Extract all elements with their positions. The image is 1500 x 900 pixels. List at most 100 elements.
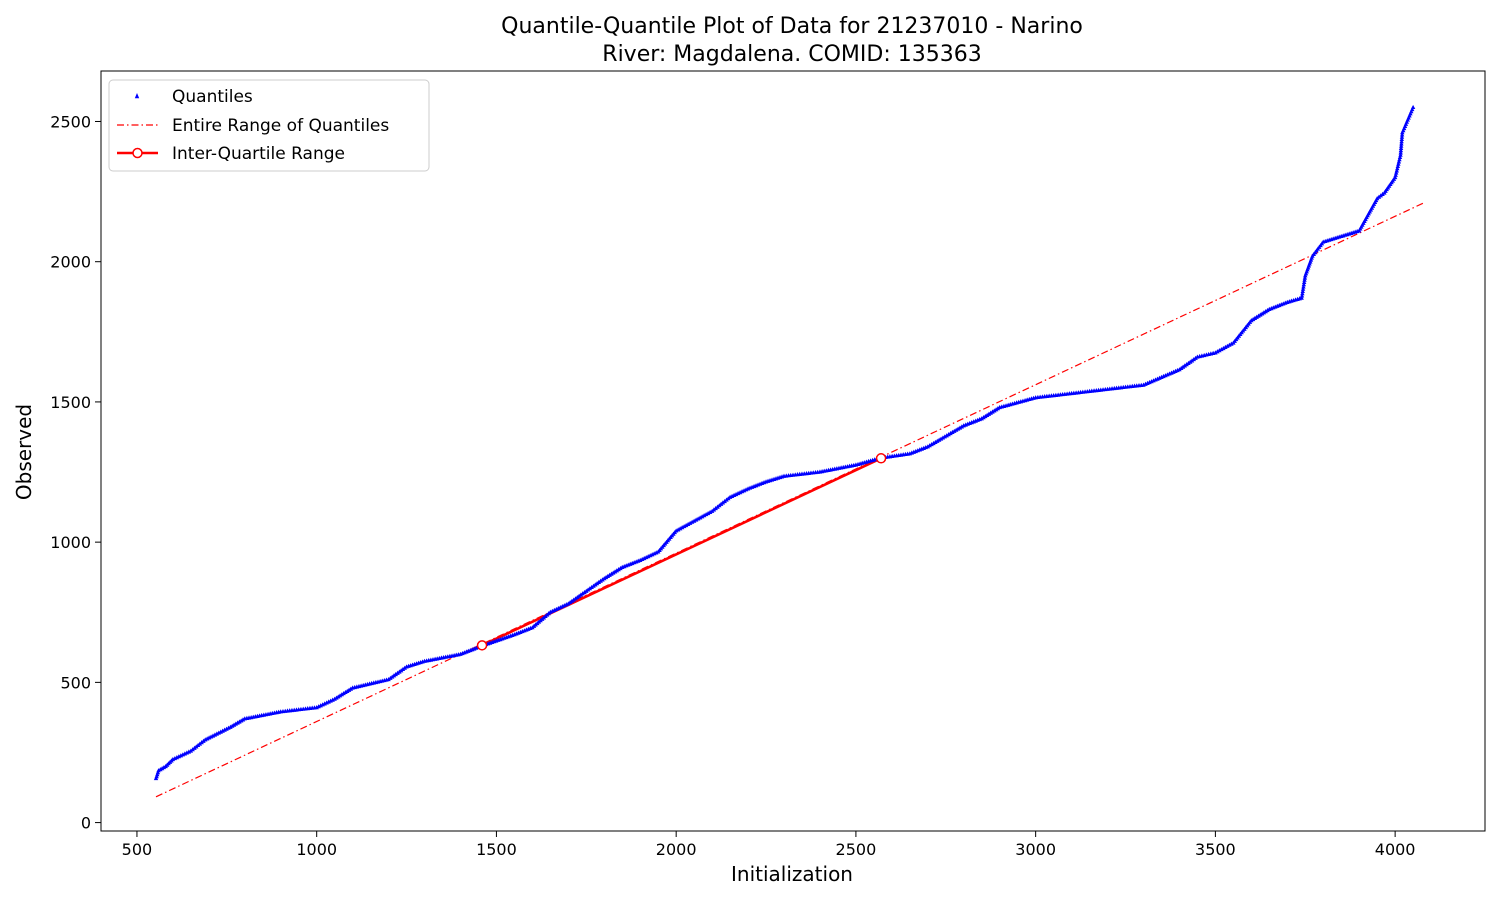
legend-iqr-label: Inter-Quartile Range: [172, 144, 345, 164]
quantile-point: [343, 689, 348, 695]
quantile-point: [946, 432, 951, 437]
quantile-point: [1252, 315, 1258, 320]
quantile-point: [609, 571, 614, 576]
quantile-point: [339, 692, 345, 697]
quantile-point: [618, 565, 623, 571]
x-axis-label: Initialization: [731, 862, 853, 886]
legend-quantiles-label: Quantiles: [172, 87, 253, 107]
quantile-point: [598, 578, 603, 583]
axis-ticks: 500 1000 1500 2000 2500 3000 3500 4000 0 500 1000 1…: [50, 112, 1415, 859]
legend-quantiles-marker: [134, 93, 140, 99]
quantile-point: [959, 424, 965, 429]
quantile-point: [1301, 284, 1306, 289]
quantile-point: [1396, 159, 1402, 164]
quantile-point: [679, 525, 685, 530]
quantile-point: [337, 693, 343, 698]
quantile-point: [395, 670, 400, 675]
quantile-point: [693, 517, 699, 522]
quantile-point: [1398, 152, 1403, 157]
quantile-point: [1405, 117, 1410, 122]
quantile-point: [1177, 367, 1182, 372]
quantile-point: [585, 587, 591, 592]
quantile-point: [345, 688, 350, 693]
quantile-point: [603, 574, 609, 580]
quantile-point: [389, 674, 395, 679]
quantile-point: [701, 513, 707, 518]
plot-frame: [100, 70, 1486, 832]
quantile-point: [950, 429, 955, 434]
quantile-point: [332, 696, 337, 701]
quantile-point: [1189, 358, 1195, 363]
quantile-point: [1393, 172, 1398, 177]
x-tick-label: 2500: [836, 840, 877, 859]
quantile-point: [569, 598, 575, 603]
quantile-point: [578, 592, 584, 597]
quantile-point: [691, 518, 697, 523]
chart-title-line-1: Quantile-Quantile Plot of Data for 21237…: [501, 14, 1083, 39]
quantile-point: [1398, 148, 1404, 153]
quantile-point: [1249, 317, 1254, 323]
quantile-point: [1302, 275, 1308, 280]
quantile-point: [1221, 345, 1226, 351]
quantile-point: [594, 581, 600, 586]
quantile-point: [334, 695, 339, 700]
quantile-point: [986, 411, 992, 416]
quantile-point: [1399, 141, 1404, 146]
y-axis-label: Observed: [12, 404, 36, 500]
quantile-point: [1223, 344, 1228, 349]
quantile-point: [697, 515, 703, 520]
quantile-point: [705, 510, 711, 516]
quantile-point: [612, 569, 618, 574]
quantile-point: [981, 415, 986, 420]
quantile-point: [388, 675, 393, 680]
quantile-point: [1193, 355, 1198, 360]
y-tick-label: 500: [60, 673, 91, 692]
quantile-point: [602, 576, 607, 581]
quantile-point: [948, 430, 953, 436]
quantile-point: [957, 425, 963, 430]
quantile-point: [348, 686, 354, 691]
x-tick-label: 4000: [1375, 840, 1416, 859]
quantile-point: [1265, 307, 1270, 313]
quantile-point: [1301, 279, 1307, 285]
quantile-point: [1225, 343, 1230, 348]
quantile-point: [1229, 341, 1234, 346]
quantile-point: [938, 436, 944, 441]
quantile-point: [1182, 363, 1188, 368]
x-tick-label: 2000: [656, 840, 697, 859]
quantile-point: [1180, 364, 1186, 369]
quantile-point: [386, 676, 391, 682]
y-tick-label: 0: [81, 814, 91, 833]
quantile-point: [1191, 356, 1197, 362]
quantile-point: [677, 526, 683, 531]
quantile-point: [1300, 288, 1305, 294]
quantile-point: [239, 718, 244, 723]
quantile-point: [952, 428, 957, 433]
quantile-point: [1258, 312, 1263, 317]
quantile-point: [685, 521, 691, 526]
quantile-point: [675, 527, 681, 532]
quantile-point: [593, 582, 598, 587]
quantile-point: [683, 522, 689, 528]
quantile-point: [925, 444, 931, 449]
quantile-point: [936, 437, 942, 442]
quantile-point: [576, 593, 582, 598]
y-tick-label: 2500: [50, 112, 91, 131]
quantile-point: [929, 441, 934, 447]
quantile-point: [567, 599, 573, 605]
quantile-point: [1395, 163, 1401, 168]
quantile-point: [1215, 349, 1220, 354]
quantile-point: [611, 570, 616, 575]
quantile-point: [584, 588, 589, 593]
quantile-point: [573, 596, 578, 601]
quantile-point: [699, 514, 705, 519]
quantile-point: [1227, 342, 1232, 347]
quantile-point: [600, 577, 605, 582]
quantile-point: [393, 671, 398, 677]
quantile-point: [1179, 365, 1184, 371]
quantile-point: [1213, 350, 1218, 355]
quantile-point: [1299, 293, 1305, 298]
quantile-point: [983, 413, 988, 419]
quantile-point: [1219, 346, 1224, 352]
